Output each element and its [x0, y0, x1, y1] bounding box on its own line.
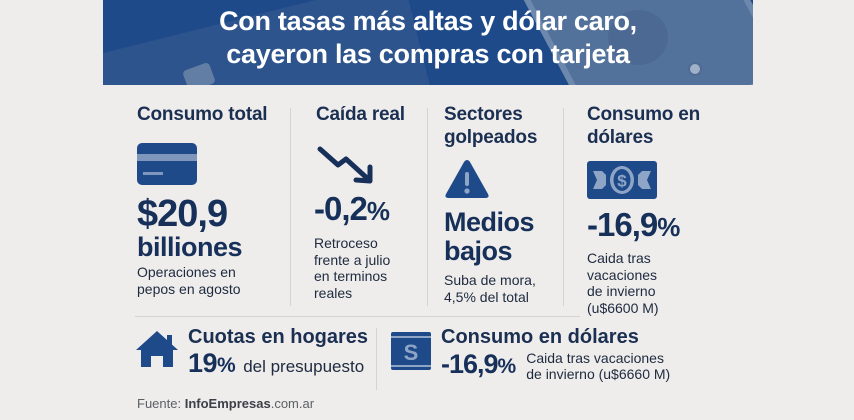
stat-value: $20,9 — [137, 193, 228, 235]
dollar-s-icon: S — [391, 332, 431, 370]
page-title: Con tasas más altas y dólar caro, cayero… — [103, 5, 753, 71]
stat-consumo-dolares: Consumo en dólares $ -16,9% Caida tras v… — [587, 103, 700, 316]
column-divider — [563, 108, 564, 306]
stat-value: 19 — [188, 348, 218, 378]
stat-description: Suba de mora, 4,5% del total — [444, 272, 536, 305]
header-banner: Con tasas más altas y dólar caro, cayero… — [103, 0, 753, 85]
source-name: InfoEmpresas — [184, 396, 271, 411]
column-divider — [290, 108, 291, 306]
stat-heading: Consumo en dólares — [441, 326, 639, 348]
column-divider — [376, 328, 377, 390]
stat-value: -0,2% — [314, 190, 390, 227]
column-divider — [427, 108, 428, 306]
stat-value: Medios bajos — [444, 207, 535, 266]
stat-suffix: del presupuesto — [243, 357, 365, 376]
svg-text:S: S — [404, 340, 419, 365]
stat-value-row: 19% del presupuesto — [188, 348, 365, 378]
stat-value: -16,9 — [441, 349, 499, 379]
stat-heading: Consumo en dólares — [587, 104, 701, 148]
stat-value-unit: billiones — [137, 232, 243, 262]
title-line-2: cayeron las compras con tarjeta — [226, 39, 630, 69]
stat-heading: Cuotas en hogares — [188, 326, 369, 348]
credit-card-icon — [137, 143, 197, 185]
banner-bill-dot — [688, 62, 702, 76]
stat-caida-real: Caída real -0,2% Retroceso frente a juli… — [314, 103, 405, 301]
stat-description: Caida tras vacaciones de invierno (u$666… — [526, 350, 671, 382]
house-icon — [136, 331, 178, 367]
svg-text:$: $ — [617, 172, 627, 191]
stat-description: Operaciones en pepos en agosto — [137, 264, 241, 297]
trend-down-arrow-icon — [317, 146, 373, 184]
banner-bill-circle — [608, 10, 668, 65]
stat-description: Caida tras vacaciones de invierno (u$660… — [587, 250, 659, 316]
warning-triangle-icon — [445, 160, 489, 198]
stat-description: Retroceso frente a julio en terminos rea… — [314, 235, 391, 301]
stat-heading: Sectores golpeados — [444, 104, 538, 148]
stat-consumo-total: Consumo total $20,9 billiones Operacione… — [137, 103, 268, 297]
stat-value-row: -16,9% Caida tras vacaciones de invierno… — [441, 349, 671, 382]
stat-sectores-golpeados: Sectores golpeados Medios bajos Suba de … — [444, 103, 537, 305]
dollar-bill-icon: $ — [587, 161, 657, 199]
stat-value: -16,9% — [587, 206, 681, 243]
section-divider — [135, 316, 580, 317]
stat-heading: Caída real — [316, 104, 405, 125]
source-credit: Fuente: InfoEmpresas.com.ar — [137, 396, 315, 411]
stat-heading: Consumo total — [137, 104, 268, 125]
title-line-1: Con tasas más altas y dólar caro, — [219, 6, 637, 36]
